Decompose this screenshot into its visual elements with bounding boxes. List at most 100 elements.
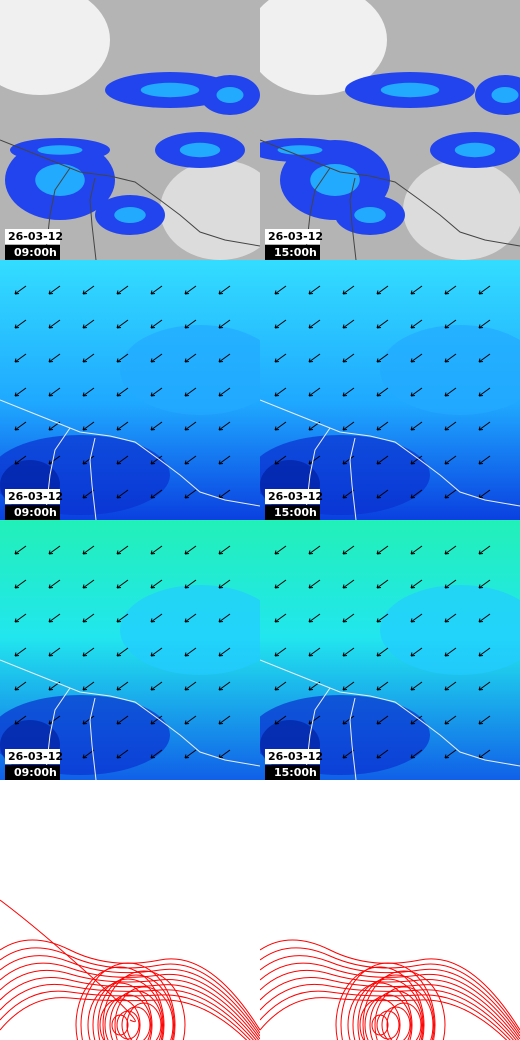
wind-arrow [478,353,491,363]
wind-arrow [218,387,231,397]
contour [260,977,517,1040]
wind-arrow [444,545,457,555]
cloud [0,0,110,95]
wind-arrow [410,545,423,555]
wind-arrow [274,715,287,725]
wind-arrow [218,421,231,431]
wind-arrow [82,545,95,555]
wind-arrow [150,353,163,363]
wind-arrow [48,613,61,623]
wind-arrow [184,545,197,555]
wind-arrow [184,681,197,691]
wind-arrow [410,579,423,589]
date-label: 26-03-12 [8,750,63,763]
precip-core [179,142,221,158]
time-label: 09:00h [14,506,57,519]
wind-arrow [410,319,423,329]
wind-arrow [150,545,163,555]
wind-arrow [444,749,457,759]
wind-arrow [14,681,27,691]
wind-arrow [218,353,231,363]
wind-arrow [444,681,457,691]
wind-arrow [184,319,197,329]
contour [260,969,520,1040]
wind-arrow [150,715,163,725]
wind-arrow [410,353,423,363]
wind-arrow [478,613,491,623]
wind-arrow [342,319,355,329]
border [349,177,357,260]
wind-arrow [274,353,287,363]
precip-core [37,145,83,155]
wind-arrow [444,319,457,329]
wind-arrow [274,647,287,657]
wind-arrow [218,613,231,623]
wind-arrow [48,647,61,657]
map-panel [0,520,260,780]
time-label: 09:00h [14,246,57,259]
wind-arrow [82,319,95,329]
contour [357,974,435,1040]
wind-arrow [218,319,231,329]
contour [0,962,260,1040]
time-box [5,505,60,520]
wind-arrow [444,353,457,363]
wind-arrow [184,489,197,499]
contour [102,970,186,1040]
contour [80,962,176,1040]
wind-arrow [342,421,355,431]
wind-arrow [14,579,27,589]
wind-arrow [410,715,423,725]
contour [0,899,136,1023]
wind-arrow [116,749,129,759]
contour [381,1006,411,1040]
wind-arrow [274,545,287,555]
date-label: 26-03-12 [268,230,323,243]
wind-arrow [14,387,27,397]
wind-arrow [308,545,321,555]
contour [374,986,434,1040]
wind-arrow [376,613,389,623]
wind-arrow [444,455,457,465]
wind-arrow [82,421,95,431]
contour [260,983,514,1040]
wind-arrow [184,285,197,295]
coastline [260,399,520,507]
wind-arrow [218,455,231,465]
wind-arrow [150,579,163,589]
border [89,697,97,780]
wind-arrow [82,749,95,759]
wind-arrow [116,647,129,657]
wind-arrow [82,681,95,691]
wind-arrow [14,319,27,329]
wind-arrow [444,489,457,499]
wind-arrow [116,545,129,555]
wind-arrow [376,579,389,589]
date-label: 26-03-12 [268,750,323,763]
wind-arrow [308,319,321,329]
wind-arrow [218,579,231,589]
time-box [265,765,320,780]
wind-arrow [218,545,231,555]
wind-arrow [444,285,457,295]
wind-arrow [14,285,27,295]
wind-arrow [82,647,95,657]
wind-arrow [376,681,389,691]
time-box [265,245,320,260]
wind-arrow [308,353,321,363]
wind-arrow [184,353,197,363]
wind-arrow [14,421,27,431]
date-label: 26-03-12 [8,490,63,503]
wind-arrow [376,489,389,499]
wind-arrow [150,749,163,759]
contour [335,966,425,1040]
wind-arrow [116,455,129,465]
wind-arrow [150,421,163,431]
wind-arrow [48,353,61,363]
wind-arrow [218,647,231,657]
wind-arrow [342,489,355,499]
contour [376,1010,400,1040]
wind-arrow [116,285,129,295]
contour [0,983,254,1040]
